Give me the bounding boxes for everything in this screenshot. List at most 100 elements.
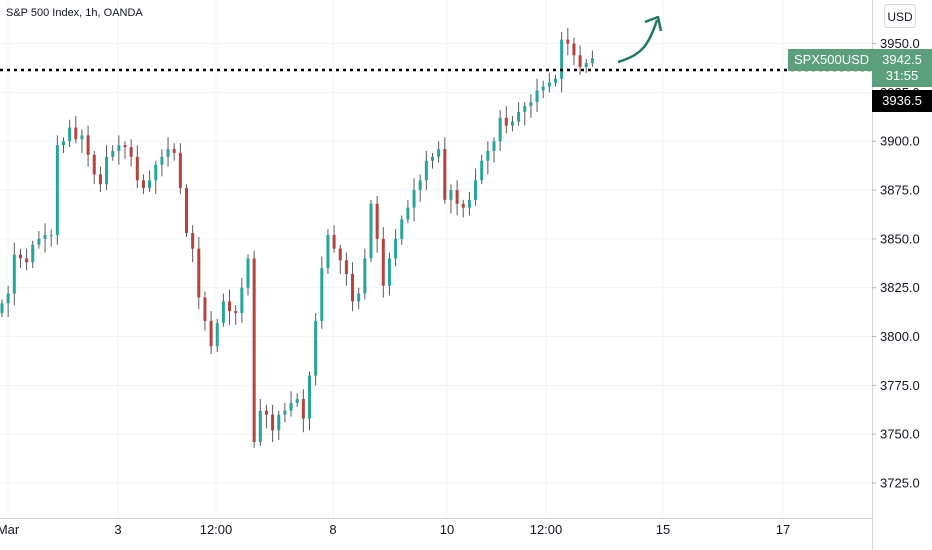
- candle-body: [80, 135, 84, 140]
- candle-body: [381, 238, 385, 286]
- candle-body: [246, 258, 250, 288]
- candle-body: [203, 297, 207, 321]
- candle-body: [62, 141, 65, 146]
- candle-body: [308, 375, 311, 419]
- y-tick-label: 3875.0: [880, 183, 920, 198]
- candle-body: [185, 188, 188, 234]
- candle-body: [338, 248, 342, 261]
- candle-body: [566, 39, 570, 44]
- candle-body: [541, 86, 545, 91]
- candle-body: [6, 293, 10, 304]
- candle-body: [437, 149, 441, 157]
- candle-body: [43, 234, 47, 239]
- candle-body: [252, 258, 256, 442]
- candle-body: [68, 127, 72, 142]
- candle-body: [486, 150, 490, 161]
- candle-body: [74, 127, 78, 140]
- candle-body: [572, 43, 576, 56]
- candle-body: [394, 238, 398, 259]
- projection-arrow-icon[interactable]: [617, 19, 659, 64]
- candle-body: [258, 410, 262, 442]
- candle-body: [357, 293, 361, 302]
- candle-body: [449, 190, 453, 200]
- candle-body: [431, 156, 434, 161]
- symbol-title[interactable]: S&P 500 Index, 1h, OANDA: [6, 7, 143, 19]
- candle-body: [560, 39, 564, 79]
- candle-body: [320, 268, 324, 321]
- symbol-badge: SPX500USD: [788, 49, 876, 71]
- candle-body: [86, 135, 90, 155]
- x-tick-label: 10: [440, 522, 454, 537]
- candle-body: [154, 164, 158, 181]
- candle-body: [584, 63, 588, 68]
- candle-body: [498, 117, 502, 142]
- candle-body: [18, 254, 22, 259]
- y-tick-label: 3725.0: [880, 476, 920, 491]
- candle-body: [191, 233, 195, 249]
- candle-body: [172, 149, 176, 153]
- candle-body: [474, 180, 478, 200]
- candle-body: [178, 152, 182, 189]
- candle-body: [289, 402, 293, 411]
- candle-body: [492, 141, 496, 151]
- candle-body: [234, 311, 238, 314]
- candle-body: [363, 258, 367, 294]
- candle-body: [578, 55, 582, 68]
- candle-body: [55, 145, 59, 235]
- candle-body: [412, 190, 416, 208]
- last-price-value: 3942.5: [882, 52, 922, 67]
- candle-body: [369, 203, 373, 259]
- candle-body: [461, 203, 465, 208]
- candle-body: [92, 154, 96, 175]
- candle-body: [160, 156, 164, 165]
- candle-body: [105, 156, 109, 185]
- candle-body: [344, 260, 348, 275]
- y-tick-label: 3800.0: [880, 329, 920, 344]
- candle-body: [314, 320, 318, 376]
- candle-body: [504, 117, 508, 126]
- x-tick-label: 12:00: [200, 522, 233, 537]
- candle-body: [467, 199, 471, 208]
- marked-price-label: 3936.5: [872, 90, 932, 112]
- candle-body: [277, 414, 281, 431]
- candle-body: [523, 106, 527, 112]
- candle-body: [326, 234, 330, 269]
- bar-countdown: 31:55: [885, 68, 919, 83]
- x-tick-label: 8: [329, 522, 336, 537]
- candle-body: [387, 258, 391, 286]
- candle-body: [12, 254, 16, 294]
- candle-body: [148, 180, 152, 189]
- x-tick-label: 12:00: [530, 522, 563, 537]
- candle-body: [510, 121, 514, 126]
- x-tick-label: 17: [776, 522, 790, 537]
- candle-body: [209, 320, 213, 347]
- candle-body: [98, 174, 102, 185]
- candle-body: [271, 414, 275, 431]
- candle-body: [443, 149, 447, 200]
- candle-body: [480, 160, 484, 181]
- currency-button[interactable]: USD: [884, 4, 916, 28]
- candle-body: [400, 219, 404, 239]
- candle-body: [424, 160, 428, 181]
- x-tick-label: Mar: [0, 522, 20, 537]
- candle-body: [332, 234, 336, 249]
- y-tick-label: 3825.0: [880, 280, 920, 295]
- candle-body: [418, 180, 422, 191]
- candle-body: [166, 149, 170, 157]
- y-tick-label: 3950.0: [880, 36, 920, 51]
- candle-body: [197, 248, 201, 298]
- candle-body: [517, 111, 521, 122]
- candle-body: [117, 145, 121, 151]
- y-tick-label: 3900.0: [880, 134, 920, 149]
- last-price-label: 3942.5 31:55: [872, 49, 932, 87]
- candle-body: [295, 399, 299, 403]
- candle-body: [375, 203, 379, 239]
- candle-body: [215, 322, 219, 347]
- x-tick-label: 3: [114, 522, 121, 537]
- candle-body: [31, 244, 35, 263]
- candle-body: [111, 150, 115, 157]
- candle-body: [554, 78, 557, 83]
- y-tick-label: 3775.0: [880, 378, 920, 393]
- candle-body: [351, 274, 355, 302]
